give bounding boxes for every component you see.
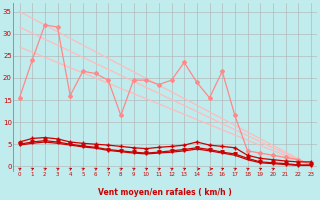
X-axis label: Vent moyen/en rafales ( km/h ): Vent moyen/en rafales ( km/h ) xyxy=(98,188,232,197)
